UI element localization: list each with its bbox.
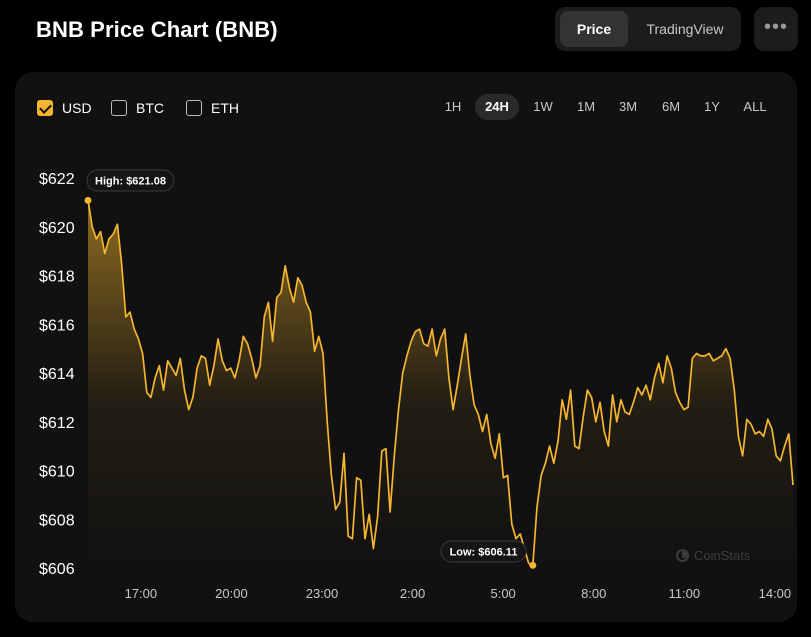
- range-1y[interactable]: 1Y: [704, 99, 720, 114]
- x-tick-label: 20:00: [215, 586, 248, 601]
- y-tick-label: $614: [39, 366, 75, 383]
- high-point: [84, 196, 92, 204]
- high-label: High: $621.08: [95, 176, 166, 188]
- more-icon: •••: [763, 16, 788, 38]
- low-label: Low: $606.11: [450, 547, 518, 559]
- x-tick-label: 11:00: [669, 586, 701, 601]
- currency-label-usd: USD: [62, 100, 92, 116]
- low-point: [529, 561, 537, 569]
- coinstats-logo-icon: [676, 549, 689, 562]
- price-line: [87, 199, 794, 567]
- view-toggle: Price TradingView: [555, 7, 741, 51]
- price-area: [88, 199, 793, 568]
- y-tick-label: $616: [39, 317, 75, 334]
- range-6m[interactable]: 6M: [661, 99, 681, 114]
- x-tick-label: 5:00: [490, 586, 515, 601]
- y-tick-label: $610: [39, 464, 75, 481]
- y-tick-label: $606: [39, 561, 75, 578]
- x-tick-label: 14:00: [759, 586, 792, 601]
- currency-usd[interactable]: USD: [37, 98, 92, 118]
- range-1w[interactable]: 1W: [533, 99, 553, 114]
- low-callout: Low: $606.11: [440, 540, 527, 563]
- range-1h[interactable]: 1H: [444, 99, 462, 114]
- currency-label-btc: BTC: [136, 100, 164, 116]
- x-tick-label: 23:00: [306, 586, 339, 601]
- watermark-text: CoinStats: [694, 548, 751, 563]
- checkbox-icon[interactable]: [111, 100, 127, 116]
- currency-eth[interactable]: ETH: [186, 98, 239, 118]
- x-tick-label: 8:00: [581, 586, 606, 601]
- currency-btc[interactable]: BTC: [111, 98, 164, 118]
- range-24h[interactable]: 24H: [475, 94, 519, 120]
- x-tick-label: 17:00: [125, 586, 158, 601]
- high-callout: High: $621.08: [86, 169, 175, 192]
- y-tick-label: $608: [39, 512, 75, 529]
- range-1m[interactable]: 1M: [576, 99, 596, 114]
- range-all[interactable]: ALL: [743, 99, 767, 114]
- range-3m[interactable]: 3M: [618, 99, 638, 114]
- y-tick-label: $622: [39, 171, 75, 188]
- more-options-button[interactable]: •••: [754, 7, 798, 51]
- tradingview-tab[interactable]: TradingView: [646, 21, 724, 37]
- x-tick-label: 2:00: [400, 586, 425, 601]
- checkbox-icon[interactable]: [186, 100, 202, 116]
- watermark: CoinStats: [676, 548, 750, 563]
- y-tick-label: $612: [39, 415, 75, 432]
- currency-label-eth: ETH: [211, 100, 239, 116]
- y-tick-label: $618: [39, 269, 75, 286]
- checkbox-checked-icon[interactable]: [37, 100, 53, 116]
- price-tab[interactable]: Price: [560, 11, 628, 47]
- page-title: BNB Price Chart (BNB): [36, 17, 278, 42]
- y-tick-label: $620: [39, 220, 75, 237]
